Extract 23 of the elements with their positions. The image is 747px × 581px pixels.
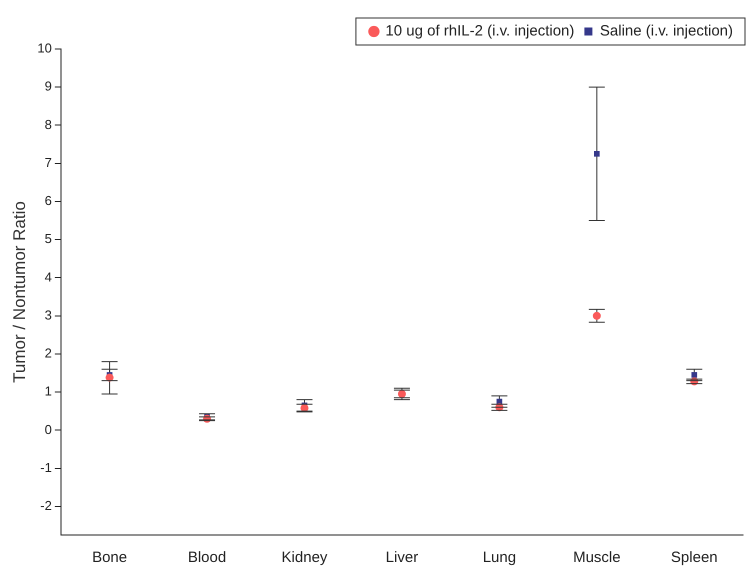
y-tick-label: 5 bbox=[44, 231, 52, 246]
y-tick-label: -1 bbox=[40, 460, 52, 475]
y-tick-label: 6 bbox=[44, 193, 52, 208]
y-tick-label: 8 bbox=[44, 116, 52, 132]
legend-label: 10 ug of rhIL-2 (i.v. injection) bbox=[385, 22, 574, 40]
x-tick-label: Kidney bbox=[282, 549, 328, 566]
y-tick-label: 7 bbox=[44, 154, 52, 170]
y-axis-title: Tumor / Nontumor Ratio bbox=[10, 201, 29, 383]
y-tick-label: 2 bbox=[44, 346, 52, 361]
y-tick-label: 10 bbox=[37, 40, 52, 56]
y-tick-label: 4 bbox=[44, 269, 52, 284]
x-tick-label: Lung bbox=[482, 549, 516, 566]
x-tick-label: Spleen bbox=[670, 549, 718, 566]
y-tick-label: 3 bbox=[44, 307, 52, 322]
x-tick-label: Bone bbox=[92, 549, 128, 566]
y-tick-label: 1 bbox=[44, 384, 52, 399]
y-tick-label: 9 bbox=[44, 78, 52, 94]
x-tick-label: Blood bbox=[188, 549, 226, 566]
legend-label: Saline (i.v. injection) bbox=[600, 22, 734, 40]
y-tick-label: 0 bbox=[44, 422, 52, 437]
y-tick-label: -2 bbox=[40, 498, 52, 513]
x-tick-label: Muscle bbox=[573, 549, 621, 566]
x-tick-label: Liver bbox=[386, 549, 418, 566]
